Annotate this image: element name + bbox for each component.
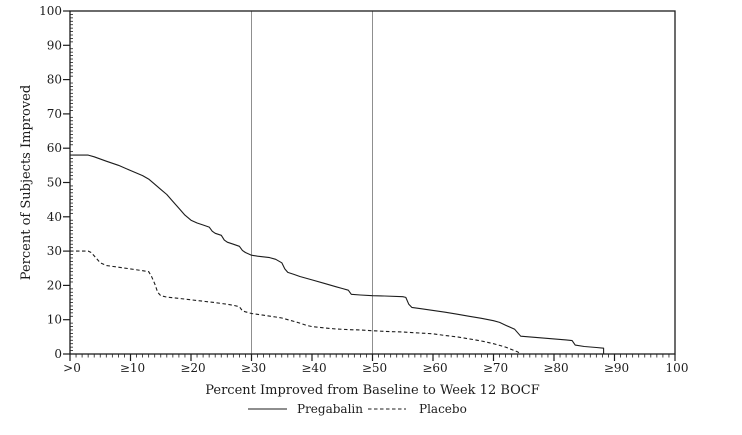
y-tick-label: 30: [47, 244, 62, 258]
y-tick-label: 10: [47, 313, 62, 327]
legend-label-placebo: Placebo: [419, 402, 467, 416]
x-tick-label: ≥80: [543, 361, 568, 375]
x-axis-title: Percent Improved from Baseline to Week 1…: [205, 383, 540, 398]
y-tick-label: 80: [47, 73, 62, 87]
x-tick-label: >0: [63, 361, 81, 375]
y-tick-label: 60: [47, 141, 62, 155]
x-tick-label: ≥90: [604, 361, 629, 375]
x-tick-label: 100: [666, 361, 689, 375]
y-tick-label: 70: [47, 107, 62, 121]
x-tick-label: ≥50: [362, 361, 387, 375]
legend-label-pregabalin: Pregabalin: [297, 402, 363, 416]
x-tick-label: ≥20: [180, 361, 205, 375]
placebo-line: [70, 250, 522, 355]
y-axis-title: Percent of Subjects Improved: [19, 85, 34, 280]
x-tick-label: ≥30: [241, 361, 266, 375]
x-tick-label: ≥10: [120, 361, 145, 375]
y-tick-label: 50: [47, 176, 62, 190]
y-tick-label: 90: [47, 38, 62, 52]
y-tick-label: 0: [54, 347, 62, 361]
y-tick-label: 100: [39, 4, 62, 18]
y-tick-label: 40: [47, 210, 62, 224]
x-tick-label: ≥40: [301, 361, 326, 375]
pregabalin-line: [70, 154, 605, 354]
x-tick-label: ≥60: [422, 361, 447, 375]
x-tick-label: ≥70: [483, 361, 508, 375]
y-tick-label: 20: [47, 278, 62, 292]
